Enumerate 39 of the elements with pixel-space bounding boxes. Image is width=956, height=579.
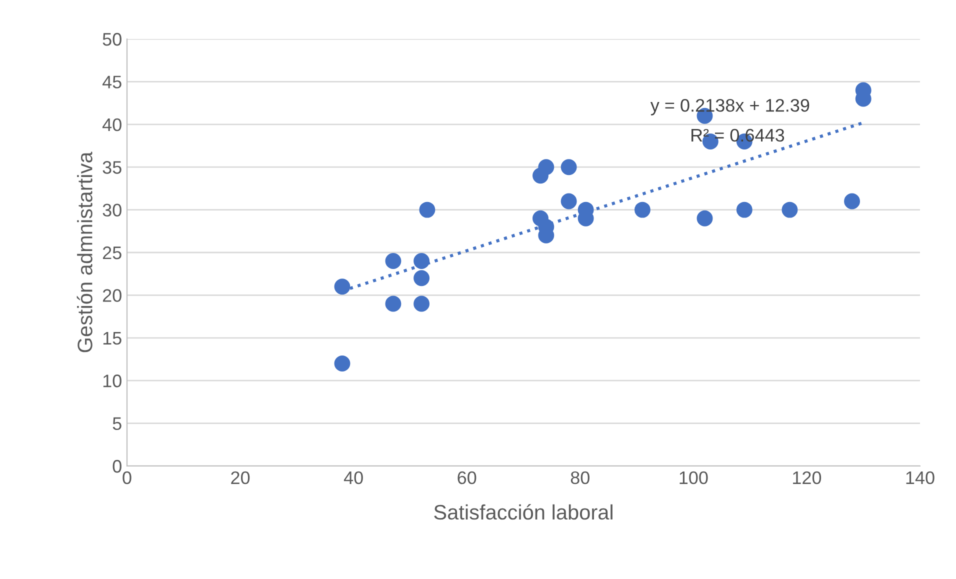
- x-tick-label: 80: [570, 471, 590, 484]
- point: [538, 159, 554, 176]
- x-tick-label: 20: [231, 471, 250, 484]
- point: [696, 210, 713, 226]
- x-tick-label: 120: [793, 471, 822, 484]
- y-axis-title: Gestión admnistartiva: [76, 152, 92, 352]
- annotation: y = 0.2138x + 12.39: [650, 98, 810, 116]
- point: [385, 296, 402, 312]
- y-tick-label: 10: [103, 374, 122, 388]
- point: [414, 296, 430, 312]
- x-tick-label: 140: [906, 471, 934, 484]
- y-tick-label: 20: [102, 289, 122, 302]
- point: [334, 356, 350, 372]
- x-tick-label: 100: [680, 471, 708, 484]
- x-axis-title: Satisfacción laboral: [434, 504, 612, 520]
- annotation: R² = 0.6443: [692, 128, 784, 142]
- y-tick-label: 25: [102, 246, 122, 260]
- y-tick-label: 5: [112, 417, 122, 430]
- x-tick-label: 0: [122, 471, 132, 484]
- y-tick-label: 0: [112, 460, 122, 473]
- point: [414, 253, 430, 270]
- point: [634, 202, 650, 218]
- point: [736, 202, 752, 218]
- point: [560, 193, 577, 210]
- point: [782, 202, 798, 218]
- y-tick-label: 40: [102, 118, 122, 132]
- y-tick-label: 35: [102, 161, 122, 174]
- y-tick-label: 30: [102, 204, 122, 217]
- y-tick-label: 50: [102, 32, 122, 46]
- point: [419, 202, 436, 218]
- x-tick-label: 60: [458, 471, 476, 484]
- point: [385, 253, 402, 270]
- point: [414, 270, 430, 286]
- point: [334, 278, 350, 295]
- y-tick-label: 45: [102, 76, 122, 88]
- x-tick-label: 40: [344, 471, 363, 484]
- y-tick-label: 15: [103, 332, 122, 345]
- point: [560, 159, 577, 176]
- point: [844, 193, 860, 210]
